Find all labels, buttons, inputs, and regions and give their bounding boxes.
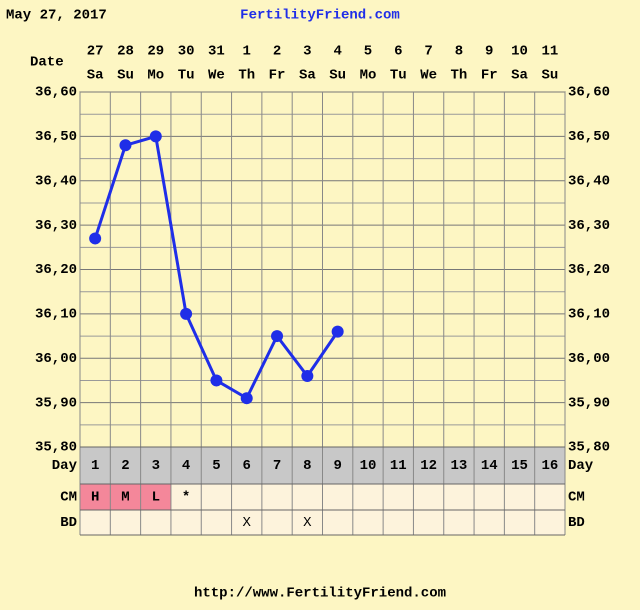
cm-highlight <box>110 484 141 510</box>
x-date-label: 1 <box>243 44 251 60</box>
x-weekday-label: Sa <box>299 68 316 84</box>
bd-value: X <box>303 515 312 531</box>
x-weekday-label: We <box>420 68 437 84</box>
y-tick-label-right: 35,80 <box>568 440 610 456</box>
y-tick-label: 36,60 <box>35 85 77 101</box>
day-number: 13 <box>451 458 468 474</box>
day-number: 2 <box>121 458 129 474</box>
x-date-label: 10 <box>511 44 528 60</box>
y-tick-label-right: 36,50 <box>568 129 610 145</box>
temperature-point <box>210 374 223 387</box>
day-number: 15 <box>511 458 528 474</box>
day-number: 5 <box>212 458 220 474</box>
row-label: BD <box>60 515 77 531</box>
x-date-label: 28 <box>117 44 134 60</box>
day-number: 8 <box>303 458 311 474</box>
day-number: 10 <box>360 458 377 474</box>
x-date-label: 3 <box>303 44 311 60</box>
date-label: Date <box>30 55 64 71</box>
day-number: 16 <box>541 458 558 474</box>
cm-value: M <box>121 490 129 506</box>
day-number: 3 <box>152 458 160 474</box>
y-tick-label: 36,10 <box>35 307 77 323</box>
x-weekday-label: Sa <box>511 68 528 84</box>
x-weekday-label: Tu <box>390 68 407 84</box>
y-tick-label: 36,20 <box>35 262 77 278</box>
x-date-label: 27 <box>87 44 104 60</box>
cm-highlight <box>80 484 111 510</box>
temperature-point <box>119 139 132 152</box>
site-name: FertilityFriend.com <box>240 8 400 24</box>
y-tick-label: 36,50 <box>35 129 77 145</box>
x-weekday-label: We <box>208 68 225 84</box>
x-date-label: 5 <box>364 44 372 60</box>
y-tick-label: 35,80 <box>35 440 77 456</box>
x-weekday-label: Tu <box>178 68 195 84</box>
x-date-label: 9 <box>485 44 493 60</box>
day-number: 9 <box>333 458 341 474</box>
cm-value: L <box>152 490 160 506</box>
temperature-point <box>89 232 102 245</box>
x-date-label: 2 <box>273 44 281 60</box>
temperature-point <box>301 370 314 382</box>
row-label-right: BD <box>568 515 585 531</box>
cm-value: * <box>182 490 190 506</box>
temperature-point <box>271 330 284 343</box>
day-number: 14 <box>481 458 498 474</box>
x-weekday-label: Fr <box>269 68 286 84</box>
row-label: CM <box>60 490 77 506</box>
y-tick-label: 36,30 <box>35 218 77 234</box>
y-tick-label-right: 36,20 <box>568 262 610 278</box>
x-weekday-label: Mo <box>360 68 377 84</box>
x-weekday-label: Su <box>541 68 558 84</box>
x-weekday-label: Mo <box>147 68 164 84</box>
chart-date: May 27, 2017 <box>6 8 107 24</box>
x-date-label: 31 <box>208 44 225 60</box>
bd-value: X <box>243 515 252 531</box>
y-tick-label-right: 36,00 <box>568 351 610 367</box>
temperature-point <box>331 325 344 338</box>
x-weekday-label: Th <box>238 68 255 84</box>
x-date-label: 6 <box>394 44 402 60</box>
row-label: Day <box>52 458 78 474</box>
row-label-right: CM <box>568 490 585 506</box>
y-tick-label-right: 36,30 <box>568 218 610 234</box>
x-weekday-label: Sa <box>87 68 104 84</box>
y-tick-label-right: 36,40 <box>568 173 610 189</box>
cm-highlight <box>140 484 171 510</box>
day-number: 12 <box>420 458 437 474</box>
y-tick-label-right: 36,60 <box>568 85 610 101</box>
x-date-label: 8 <box>455 44 463 60</box>
x-weekday-label: Su <box>329 68 346 84</box>
temperature-point <box>149 130 162 143</box>
x-weekday-label: Th <box>451 68 468 84</box>
day-number: 6 <box>243 458 251 474</box>
y-tick-label-right: 36,10 <box>568 307 610 323</box>
cm-value: H <box>91 490 99 506</box>
footer-url: http://www.FertilityFriend.com <box>194 586 446 602</box>
y-tick-label: 36,40 <box>35 173 77 189</box>
x-weekday-label: Su <box>117 68 134 84</box>
y-tick-label: 36,00 <box>35 351 77 367</box>
day-number: 1 <box>91 458 99 474</box>
x-date-label: 29 <box>147 44 164 60</box>
y-tick-label: 35,90 <box>35 395 77 411</box>
x-date-label: 30 <box>178 44 195 60</box>
x-weekday-label: Fr <box>481 68 498 84</box>
day-number: 4 <box>182 458 190 474</box>
x-date-label: 7 <box>424 44 432 60</box>
day-number: 7 <box>273 458 281 474</box>
temperature-point <box>240 392 253 405</box>
row-label-right: Day <box>568 458 594 474</box>
x-date-label: 4 <box>333 44 341 60</box>
x-date-label: 11 <box>541 44 558 60</box>
day-number: 11 <box>390 458 407 474</box>
y-tick-label-right: 35,90 <box>568 395 610 411</box>
temperature-point <box>180 307 193 320</box>
